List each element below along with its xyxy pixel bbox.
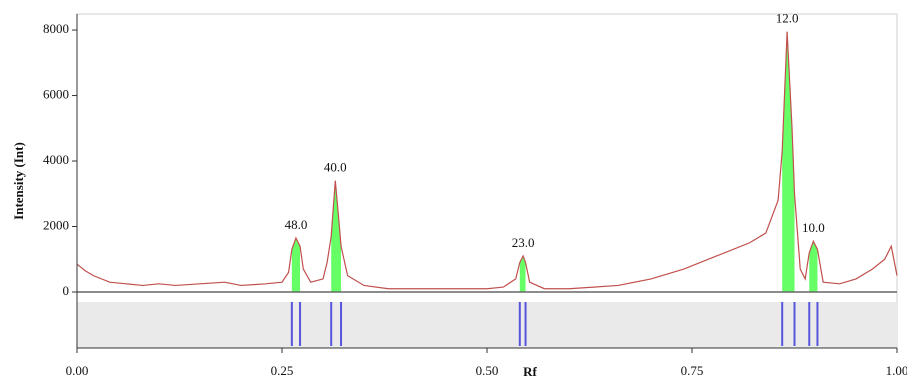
peak-label: 48.0 [285, 217, 308, 232]
peak-label: 12.0 [776, 11, 799, 26]
y-axis-label: Intensity (Int) [11, 142, 26, 220]
x-axis-label: Rf [523, 364, 537, 379]
x-tick-label: 0.75 [681, 363, 704, 378]
x-tick-label: 1.00 [886, 363, 907, 378]
x-tick-label: 0.25 [271, 363, 294, 378]
plot-frame [77, 14, 897, 348]
peak-area [782, 32, 794, 292]
page: Rf Intensity (Int) 0 2000 4000 6000 8000 0.00… [0, 0, 907, 382]
y-tick-label: 8000 [43, 21, 69, 36]
x-tick-label: 0.50 [476, 363, 499, 378]
x-tick-label: 0.00 [66, 363, 89, 378]
y-tick-label: 6000 [43, 87, 69, 102]
peak-label: 23.0 [512, 235, 535, 250]
peak-area [331, 181, 341, 292]
y-tick-label: 4000 [43, 152, 69, 167]
y-tick-label: 2000 [43, 218, 69, 233]
peak-label: 40.0 [324, 160, 347, 175]
y-tick-label: 0 [63, 283, 70, 298]
peak-label: 10.0 [802, 220, 825, 235]
lane-strip [77, 302, 897, 348]
trace-line [77, 32, 897, 289]
chart: Rf Intensity (Int) 0 2000 4000 6000 8000 0.00… [0, 0, 907, 382]
